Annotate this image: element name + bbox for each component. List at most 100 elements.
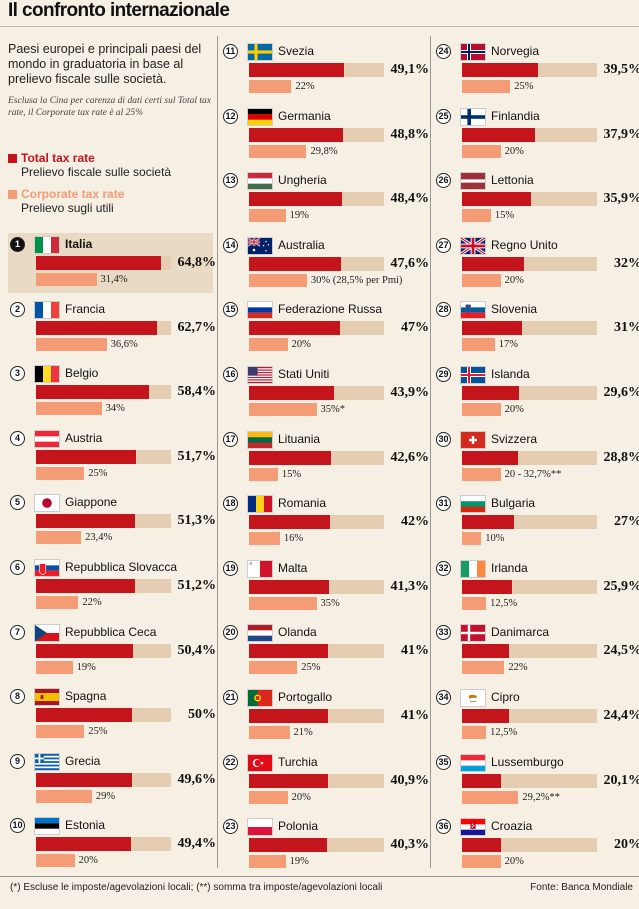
flag-icon bbox=[460, 43, 486, 61]
corporate-tax-bar bbox=[462, 144, 501, 158]
total-tax-bar bbox=[36, 320, 157, 335]
chart-row: 27 Regno Unito 32% 20% bbox=[434, 234, 639, 294]
corporate-tax-value: 19% bbox=[289, 856, 309, 868]
total-tax-value: 62,7% bbox=[177, 319, 217, 335]
flag-icon bbox=[34, 752, 60, 771]
country-label: Repubblica Ceca bbox=[65, 624, 157, 639]
total-tax-value: 48,8% bbox=[390, 126, 430, 142]
flag-icon bbox=[247, 818, 273, 837]
corporate-tax-bar bbox=[249, 144, 307, 158]
flag-icon bbox=[460, 301, 486, 320]
country-label: Lussemburgo bbox=[491, 754, 564, 769]
corporate-tax-value: 22% bbox=[82, 597, 102, 608]
rank-badge: 18 bbox=[223, 496, 238, 512]
chart-row: 32 Irlanda 25,9% 12,5% bbox=[434, 557, 639, 617]
corporate-tax-value: 20% bbox=[504, 856, 524, 868]
corporate-tax-value: 10% bbox=[485, 533, 505, 545]
flag-icon bbox=[460, 366, 486, 384]
flag-icon bbox=[34, 623, 60, 642]
total-tax-value: 40,3% bbox=[390, 837, 430, 853]
country-label: Grecia bbox=[65, 753, 101, 768]
corporate-tax-value: 15% bbox=[494, 210, 515, 222]
corporate-tax-value: 35%* bbox=[320, 404, 346, 415]
country-label: Malta bbox=[278, 560, 308, 575]
rank-badge: 27 bbox=[436, 237, 451, 253]
flag-icon bbox=[460, 559, 486, 578]
footer: (*) Escluse le imposte/agevolazioni loca… bbox=[0, 876, 639, 899]
corporate-tax-value: 29% bbox=[95, 790, 116, 802]
corporate-tax-bar bbox=[36, 273, 97, 286]
corporate-tax-bar bbox=[249, 596, 317, 610]
corporate-tax-value: 20% bbox=[504, 145, 524, 157]
corporate-tax-bar bbox=[462, 338, 495, 352]
total-tax-value: 24,5% bbox=[603, 643, 639, 659]
corporate-tax-bar bbox=[249, 790, 288, 804]
flag-icon bbox=[460, 818, 486, 837]
total-tax-value: 49,1% bbox=[390, 62, 430, 77]
chart-row: 17 Lituania 42,6% 15% bbox=[221, 428, 429, 488]
rank-badge: 20 bbox=[223, 625, 238, 641]
total-tax-bar bbox=[249, 709, 329, 723]
corporate-tax-value: 12,5% bbox=[490, 727, 518, 738]
corporate-tax-value: 36,6% bbox=[110, 338, 138, 350]
total-tax-value: 40,9% bbox=[390, 772, 430, 788]
corporate-tax-bar bbox=[249, 209, 286, 223]
corporate-tax-value: 30% (28,5% per Pmi) bbox=[310, 274, 403, 286]
chart-row: 15 Federazione Russa 47% 20% bbox=[221, 298, 429, 358]
corporate-tax-bar bbox=[249, 338, 288, 352]
rank-badge: 4 bbox=[10, 430, 25, 446]
flag-icon bbox=[34, 236, 60, 254]
country-label: Norvegia bbox=[491, 44, 540, 58]
chart-row: 23 Polonia 40,3% 19% bbox=[221, 815, 430, 875]
corporate-tax-bar bbox=[462, 209, 491, 223]
corporate-tax-bar bbox=[36, 531, 82, 545]
flag-icon bbox=[460, 172, 486, 191]
total-tax-value: 42% bbox=[401, 514, 429, 530]
chart-row: 7 Repubblica Ceca 50,4% 19% bbox=[8, 621, 216, 681]
country-label: Ungheria bbox=[278, 173, 327, 188]
rank-badge: 15 bbox=[223, 302, 238, 318]
corporate-tax-bar bbox=[462, 532, 482, 546]
legend-corporate-label: Corporate tax rate bbox=[21, 187, 125, 201]
total-tax-bar bbox=[462, 127, 536, 142]
rank-badge: 6 bbox=[10, 560, 25, 575]
corporate-tax-bar bbox=[249, 403, 317, 416]
rank-badge: 17 bbox=[223, 431, 238, 447]
country-label: Finlandia bbox=[491, 108, 540, 123]
rank-badge: 25 bbox=[436, 108, 451, 124]
flag-icon bbox=[247, 624, 273, 643]
flag-icon bbox=[460, 495, 486, 514]
corporate-tax-bar bbox=[249, 532, 280, 546]
total-tax-bar bbox=[249, 450, 332, 465]
total-tax-bar bbox=[462, 644, 510, 659]
corporate-tax-value: 25% bbox=[514, 81, 534, 92]
country-label: Austria bbox=[65, 430, 103, 445]
rank-badge: 29 bbox=[436, 367, 451, 382]
corporate-tax-bar bbox=[462, 855, 501, 869]
chart-row: 11 Svezia 49,1% 22% bbox=[221, 40, 430, 100]
total-tax-value: 29,6% bbox=[603, 385, 639, 400]
total-tax-value: 49,4% bbox=[177, 836, 217, 852]
chart-row: 3 Belgio 58,4% 34% bbox=[8, 362, 216, 422]
total-tax-value: 49,6% bbox=[177, 771, 217, 787]
chart-row: 4 Austria 51,7% 25% bbox=[8, 427, 216, 487]
chart-row: 33 Danimarca 24,5% 22% bbox=[434, 621, 639, 681]
total-tax-value: 27% bbox=[614, 514, 639, 530]
corporate-tax-bar bbox=[249, 467, 278, 481]
total-tax-value: 24,4% bbox=[603, 708, 639, 723]
chart-row: 25 Finlandia 37,9% 20% bbox=[434, 105, 639, 165]
flag-icon bbox=[247, 236, 273, 255]
flag-icon bbox=[34, 559, 60, 577]
corporate-tax-bar bbox=[462, 726, 487, 739]
chart-row: 36 Croazia 20% 20% bbox=[434, 815, 639, 875]
corporate-tax-bar bbox=[462, 596, 487, 610]
corporate-tax-value: 31,4% bbox=[100, 274, 128, 285]
country-label: Polonia bbox=[278, 819, 319, 834]
total-tax-bar bbox=[36, 643, 134, 658]
total-tax-bar bbox=[249, 386, 334, 400]
rank-badge: 19 bbox=[223, 560, 238, 576]
corporate-tax-value: 21% bbox=[293, 727, 313, 738]
corporate-tax-bar bbox=[462, 273, 501, 287]
country-label: Regno Unito bbox=[491, 237, 558, 252]
country-label: Giappone bbox=[65, 495, 118, 510]
